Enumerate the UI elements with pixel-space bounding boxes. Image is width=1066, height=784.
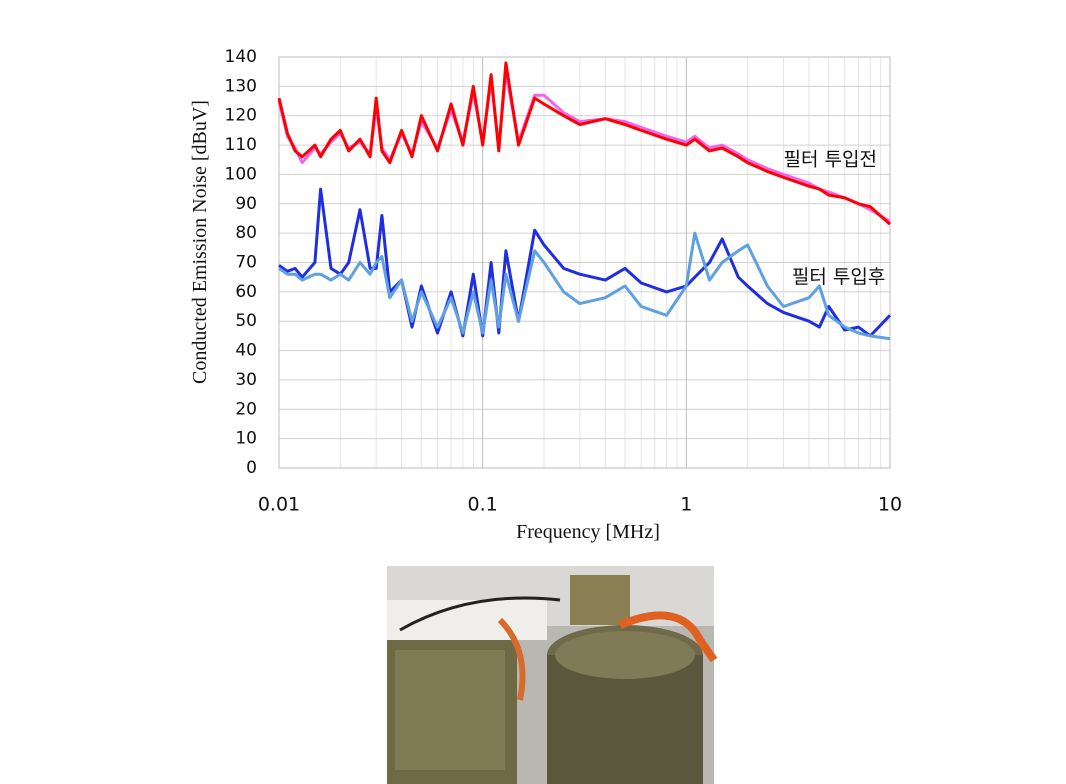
y-axis-label: Conducted Emission Noise [dBuV] <box>189 100 211 384</box>
y-tick-label: 100 <box>225 164 257 184</box>
y-tick-label: 60 <box>235 282 257 302</box>
x-tick-label: 0.1 <box>468 494 498 516</box>
annotation: 필터 투입후 <box>792 266 885 288</box>
y-tick-label: 10 <box>235 429 257 449</box>
y-tick-label: 70 <box>235 253 257 273</box>
y-tick-label: 0 <box>246 458 257 478</box>
grid <box>278 56 891 469</box>
y-tick-label: 110 <box>225 135 257 155</box>
series-line <box>278 231 891 341</box>
series-line <box>277 61 891 226</box>
y-tick-label: 40 <box>235 341 257 361</box>
y-tick-label: 90 <box>235 194 257 214</box>
annotation: 필터 투입전 <box>784 149 877 171</box>
y-tick-label: 140 <box>225 47 257 67</box>
plot-frame <box>278 56 891 469</box>
x-axis-label: Frequency [MHz] <box>516 521 660 543</box>
y-tick-label: 80 <box>235 223 257 243</box>
x-tick-label: 0.01 <box>258 494 300 516</box>
series-line <box>278 187 892 338</box>
photo <box>387 566 718 784</box>
y-tick-label: 30 <box>235 370 257 390</box>
x-tick-label: 1 <box>680 494 692 516</box>
x-tick-label: 10 <box>878 494 902 516</box>
y-tick-label: 50 <box>235 311 257 331</box>
y-tick-label: 120 <box>225 106 257 126</box>
y-tick-label: 130 <box>225 76 257 96</box>
y-tick-label: 20 <box>235 399 257 419</box>
